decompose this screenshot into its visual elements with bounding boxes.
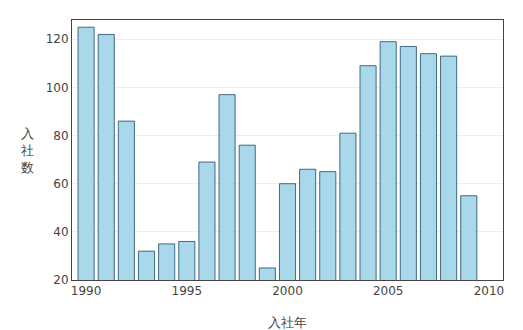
svg-text:2005: 2005 <box>373 284 404 298</box>
svg-text:20: 20 <box>53 273 68 287</box>
svg-text:60: 60 <box>53 177 68 191</box>
svg-text:入社年: 入社年 <box>268 315 307 330</box>
svg-text:40: 40 <box>53 225 68 239</box>
svg-text:2000: 2000 <box>272 284 303 298</box>
svg-text:100: 100 <box>46 81 69 95</box>
svg-text:80: 80 <box>53 129 68 143</box>
svg-text:入社数: 入社数 <box>21 126 34 175</box>
svg-text:1990: 1990 <box>71 284 102 298</box>
svg-text:120: 120 <box>46 32 69 46</box>
svg-text:2010: 2010 <box>474 284 505 298</box>
svg-text:1995: 1995 <box>172 284 203 298</box>
